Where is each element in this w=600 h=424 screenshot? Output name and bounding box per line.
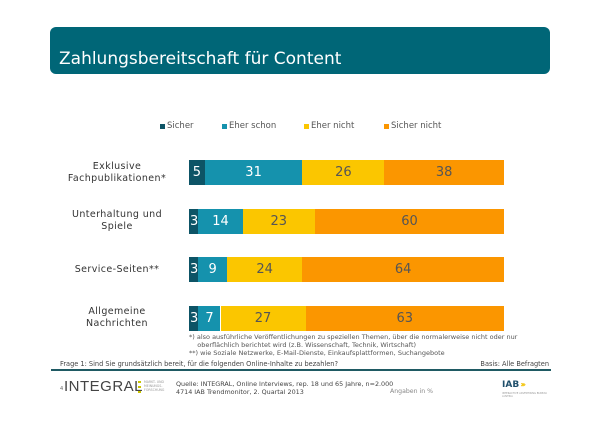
legend-swatch-icon	[304, 123, 309, 129]
unit-note: Angaben in %	[390, 388, 433, 395]
data-label: 14	[212, 213, 229, 229]
data-label: 24	[256, 262, 273, 277]
category-label-line: Spiele	[101, 221, 133, 232]
page-number: 4	[60, 386, 64, 392]
legend-item: Sicher	[160, 121, 194, 131]
survey-question: Frage 1: Sind Sie grundsätzlich bereit, …	[60, 360, 338, 368]
legend-swatch-icon	[160, 123, 165, 129]
source-note: Quelle: INTEGRAL, Online Interviews, rep…	[176, 380, 394, 396]
category-label-line: Nachrichten	[86, 318, 148, 329]
legend-item: Sicher nicht	[384, 121, 441, 131]
data-label: 3	[190, 262, 199, 277]
bar-segment: 64	[302, 257, 504, 282]
integral-logo-subtitle: MARKT- UND MEINUNGS- FORSCHUNG	[144, 380, 165, 392]
iab-logo: IAB›››	[502, 380, 526, 390]
bar-segment: 14	[198, 208, 243, 234]
category-label: Service-Seiten**	[52, 264, 182, 276]
data-label: 9	[208, 262, 217, 277]
bar-segment: 38	[384, 160, 504, 185]
data-label: 26	[335, 165, 352, 180]
chart-legend: Sicher Eher schon Eher nicht Sicher nicht	[0, 121, 600, 133]
bar-segment: 23	[242, 208, 315, 234]
legend-label: Eher nicht	[311, 121, 355, 131]
legend-item: Eher schon	[222, 121, 276, 131]
category-label-line: Fachpublikationen*	[67, 172, 167, 184]
bar-segment: 5	[189, 160, 205, 185]
bar-segment: 3	[189, 208, 199, 234]
integral-logo-dots-icon	[138, 381, 141, 393]
bar-segment: 24	[226, 257, 303, 282]
iab-logo-subtitle: INTERACTIVE ADVERTISING BUREAU AUSTRIA	[502, 392, 548, 398]
legend-label: Eher schon	[229, 121, 277, 131]
footnotes: *) also ausführliche Veröffentlichungen …	[189, 333, 518, 357]
footer-divider	[51, 369, 551, 371]
bar-segment: 27	[220, 305, 306, 331]
category-label-line: Unterhaltung und	[71, 209, 163, 220]
category-label: Exklusive Fachpublikationen*	[52, 161, 182, 185]
data-label: 7	[205, 310, 214, 326]
legend-label: Sicher nicht	[391, 121, 442, 131]
category-label-line: Allgemeine	[88, 306, 146, 317]
data-label: 27	[254, 310, 272, 326]
category-label: Unterhaltung und Spiele	[52, 209, 182, 233]
category-label-line: Exklusive	[92, 160, 142, 172]
bar-segment: 31	[204, 160, 303, 185]
legend-label: Sicher	[167, 121, 194, 131]
legend-swatch-icon	[222, 123, 227, 129]
bar-segment: 7	[198, 305, 221, 331]
data-label: 5	[192, 165, 202, 180]
iab-arrows-icon: ›››	[520, 380, 526, 389]
survey-basis: Basis: Alle Befragten	[480, 360, 549, 368]
data-label: 31	[245, 165, 262, 180]
page-title: Zahlungsbereitschaft für Content	[59, 49, 342, 69]
category-label-line: Service-Seiten**	[74, 263, 160, 275]
data-label: 3	[190, 310, 199, 326]
bar-segment: 3	[189, 305, 199, 331]
bar-segment: 60	[315, 208, 504, 234]
data-label: 23	[270, 213, 288, 229]
integral-logo: INTEGRAL	[64, 378, 144, 395]
legend-item: Eher nicht	[304, 121, 354, 131]
bar-segment: 9	[198, 257, 227, 282]
data-label: 3	[190, 213, 199, 229]
category-label: Allgemeine Nachrichten	[52, 306, 182, 330]
bar-segment: 3	[189, 257, 199, 282]
bar-segment: 26	[302, 160, 385, 185]
legend-swatch-icon	[384, 123, 389, 129]
iab-logo-text: IAB	[502, 380, 520, 390]
data-label: 63	[396, 310, 414, 326]
bar-segment: 63	[305, 305, 504, 331]
data-label: 64	[394, 262, 412, 277]
data-label: 60	[401, 213, 418, 229]
data-label: 38	[435, 165, 453, 180]
title-banner: Zahlungsbereitschaft für Content	[50, 27, 550, 74]
